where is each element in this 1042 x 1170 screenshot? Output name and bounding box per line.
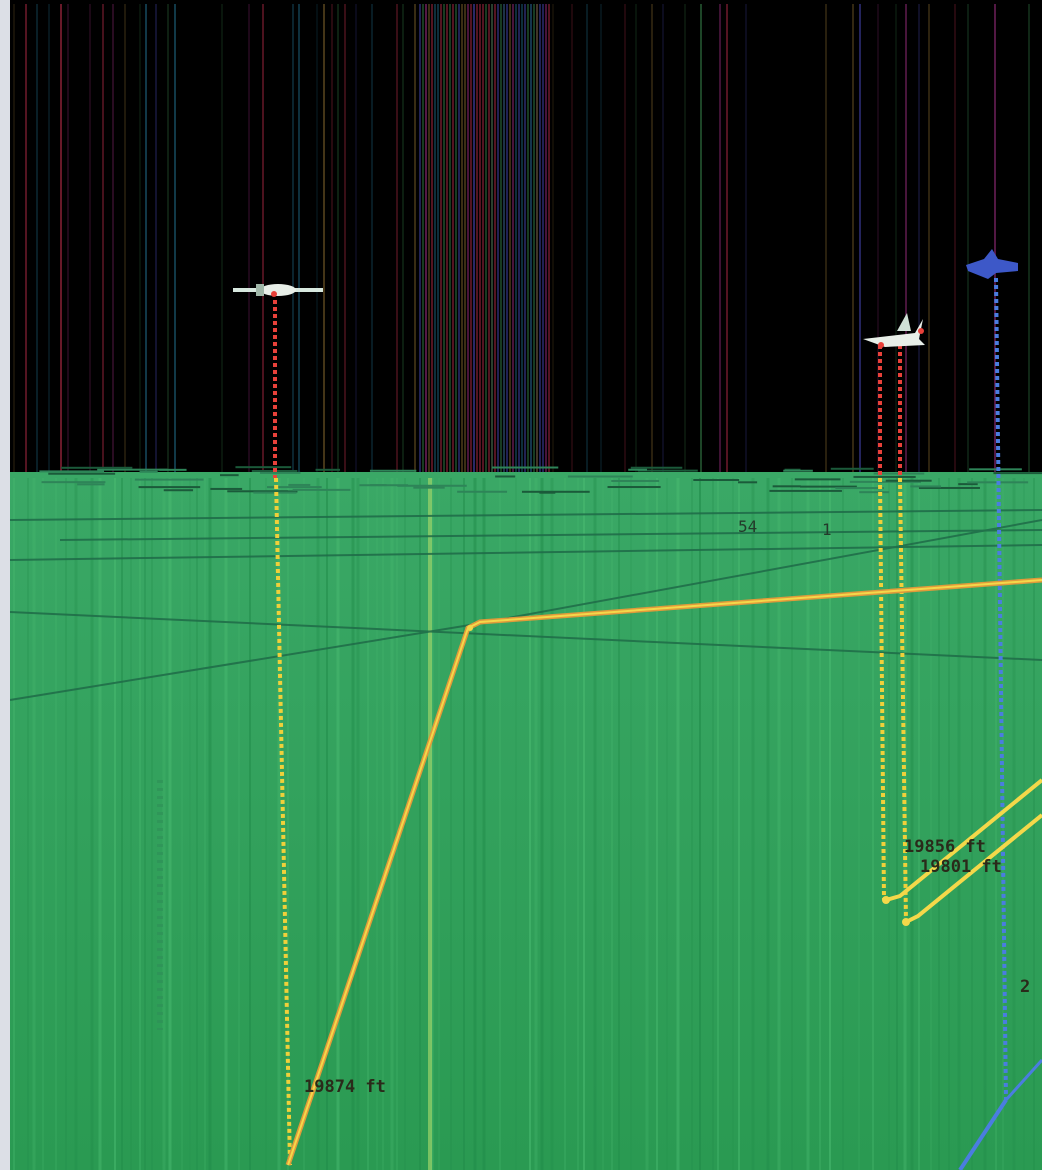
track-label-altitude: 19856 ft [904,837,986,857]
track-markers [467,625,910,926]
white-jet-icon[interactable] [863,313,925,348]
track-aircraft-2a [885,778,1042,902]
track-aircraft-2b [905,813,1042,924]
sky-streaks [13,4,1030,478]
altitude-stems [273,277,1008,1166]
flight-tracks [285,577,1042,1170]
ground-plane [0,472,1042,1170]
stem-1-ground [274,477,292,1166]
grid-label: 1 [822,520,832,539]
grid-label: 54 [738,517,757,536]
blue-jet-icon[interactable] [966,249,1018,279]
stem-2a-ground [878,477,886,901]
white-jet-icon[interactable] [233,284,323,297]
perspective-grid [9,509,1042,701]
ground-streaks [13,478,1035,1170]
track-aircraft-3 [958,1098,1008,1170]
window-left-border [0,0,10,1170]
horizon-dashes [39,466,1042,494]
track-label-partial: 2 [1020,977,1030,997]
track-label-altitude: 19801 ft [920,857,1002,877]
track-label-altitude: 19874 ft [304,1077,386,1097]
